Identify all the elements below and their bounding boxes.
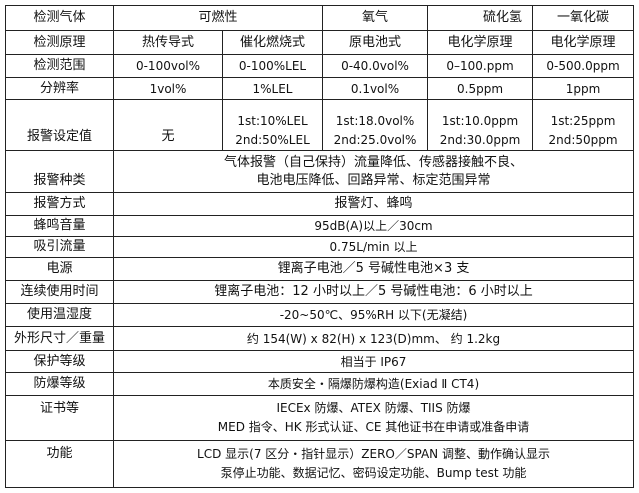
alarm-2nd: 2nd:50ppm bbox=[548, 133, 618, 147]
gas-co: 一氧化碳 bbox=[532, 5, 635, 31]
cell: 0-100%LEL bbox=[221, 54, 324, 78]
row-runtime: 连续使用时间 锂离子电池：12 小时以上／5 号碱性电池：6 小时以上 bbox=[5, 280, 635, 304]
row-label: 蜂鸣音量 bbox=[5, 215, 114, 237]
row-power: 电源 锂离子电池／5 号碱性电池×3 支 bbox=[5, 257, 635, 281]
gas-combustible: 可燃性 bbox=[112, 5, 324, 31]
cell: 相当于 IP67 bbox=[112, 350, 635, 373]
alarm-2nd: 2nd:30.0ppm bbox=[439, 133, 521, 147]
row-alarm-setting: 报警设定值 无 1st:10%LEL 2nd:50%LEL 1st:18.0vol… bbox=[5, 99, 635, 151]
cell: IECEx 防爆、ATEX 防爆、TIIS 防爆 MED 指令、HK 形式认证、C… bbox=[112, 395, 635, 441]
line: IECEx 防爆、ATEX 防爆、TIIS 防爆 bbox=[276, 401, 471, 415]
row-explosion: 防爆等级 本质安全・隔爆防爆构造(Exiad Ⅱ CT4) bbox=[5, 372, 635, 396]
row-label: 保护等级 bbox=[5, 350, 114, 373]
row-label: 分辨率 bbox=[5, 77, 114, 100]
row-label: 报警设定值 bbox=[5, 99, 114, 151]
cell: LCD 显示(7 区分・指针显示）ZERO／SPAN 调整、動作确认显示 泵停止功… bbox=[112, 440, 635, 488]
row-label: 连续使用时间 bbox=[5, 280, 114, 304]
row-flow: 吸引流量 0.75L/min 以上 bbox=[5, 236, 635, 258]
gas-h2s: 硫化氢 bbox=[427, 5, 534, 31]
row-label: 检测气体 bbox=[5, 5, 114, 31]
cell: 1st:10%LEL 2nd:50%LEL bbox=[221, 99, 324, 151]
cell: 锂离子电池：12 小时以上／5 号碱性电池：6 小时以上 bbox=[112, 280, 635, 304]
line: MED 指令、HK 形式认证、CE 其他证书在申请或准备申请 bbox=[217, 420, 530, 434]
line: 泵停止功能、数据记忆、密码设定功能、Bump test 功能 bbox=[220, 466, 527, 480]
row-label: 使用温湿度 bbox=[5, 303, 114, 327]
alarm-1st: 1st:25ppm bbox=[550, 114, 616, 128]
cell: 0-40.0vol% bbox=[322, 54, 429, 78]
spec-table: 检测气体 可燃性 氧气 硫化氢 一氧化碳 检测原理 热传导式 催化燃烧式 原电池… bbox=[5, 5, 635, 488]
row-gas: 检测气体 可燃性 氧气 硫化氢 一氧化碳 bbox=[5, 5, 635, 31]
cell: 0-100vol% bbox=[113, 54, 223, 78]
row-certs: 证书等 IECEx 防爆、ATEX 防爆、TIIS 防爆 MED 指令、HK 形式… bbox=[5, 395, 635, 441]
row-label: 证书等 bbox=[5, 395, 114, 441]
cell: 电化学原理 bbox=[532, 30, 635, 55]
gas-oxygen: 氧气 bbox=[322, 5, 429, 31]
cell: 0.75L/min 以上 bbox=[112, 236, 635, 258]
cell: 1st:25ppm 2nd:50ppm bbox=[532, 99, 635, 151]
row-label: 检测范围 bbox=[5, 54, 114, 78]
alarm-2nd: 2nd:25.0vol% bbox=[333, 133, 417, 147]
cell: 1%LEL bbox=[221, 77, 324, 100]
cell: 0.5ppm bbox=[427, 77, 534, 100]
row-protection: 保护等级 相当于 IP67 bbox=[5, 350, 635, 373]
line: 气体报警（自己保持）流量降低、传感器接触不良、 bbox=[224, 154, 524, 170]
line: LCD 显示(7 区分・指针显示）ZERO／SPAN 调整、動作确认显示 bbox=[197, 447, 550, 461]
cell: 1st:10.0ppm 2nd:30.0ppm bbox=[427, 99, 534, 151]
row-buzzer: 蜂鸣音量 95dB(A)以上／30cm bbox=[5, 215, 635, 237]
row-label: 外形尺寸／重量 bbox=[5, 326, 114, 351]
cell: 锂离子电池／5 号碱性电池×3 支 bbox=[112, 257, 635, 281]
row-functions: 功能 LCD 显示(7 区分・指针显示）ZERO／SPAN 调整、動作确认显示泵… bbox=[5, 440, 635, 488]
row-label: 报警方式 bbox=[5, 192, 114, 216]
line: 电池电压降低、回路异常、标定范围异常 bbox=[256, 172, 491, 188]
row-label: 防爆等级 bbox=[5, 372, 114, 396]
row-range: 检测范围 0-100vol% 0-100%LEL 0-40.0vol% 0–10… bbox=[5, 54, 635, 78]
cell: 报警灯、蜂鸣 bbox=[112, 192, 635, 216]
row-resolution: 分辨率 1vol% 1%LEL 0.1vol% 0.5ppm 1ppm bbox=[5, 77, 635, 100]
row-principle: 检测原理 热传导式 催化燃烧式 原电池式 电化学原理 电化学原理 bbox=[5, 30, 635, 55]
cell: 原电池式 bbox=[322, 30, 429, 55]
cell: 约 154(W) x 82(H) x 123(D)mm、 约 1.2kg bbox=[112, 326, 635, 351]
cell: 95dB(A)以上／30cm bbox=[112, 215, 635, 237]
row-label: 电源 bbox=[5, 257, 114, 281]
cell: 0.1vol% bbox=[322, 77, 429, 100]
alarm-1st: 1st:10%LEL bbox=[237, 114, 308, 128]
cell: 热传导式 bbox=[113, 30, 223, 55]
row-label: 功能 bbox=[5, 440, 114, 488]
row-label: 报警种类 bbox=[5, 150, 114, 193]
cell: 催化燃烧式 bbox=[221, 30, 324, 55]
alarm-1st: 1st:18.0vol% bbox=[335, 114, 415, 128]
row-alarm-type: 报警种类 气体报警（自己保持）流量降低、传感器接触不良、 电池电压降低、回路异常、… bbox=[5, 150, 635, 193]
cell: 气体报警（自己保持）流量降低、传感器接触不良、 电池电压降低、回路异常、标定范围异… bbox=[112, 150, 635, 193]
cell: -20~50℃、95%RH 以下(无凝结) bbox=[112, 303, 635, 327]
cell: 0–100.ppm bbox=[427, 54, 534, 78]
row-size: 外形尺寸／重量约 154(W) x 82(H) x 123(D)mm、 约 1.… bbox=[5, 326, 635, 351]
cell: 1vol% bbox=[113, 77, 223, 100]
row-temp: 使用温湿度 -20~50℃、95%RH 以下(无凝结) bbox=[5, 303, 635, 327]
cell: 1ppm bbox=[532, 77, 635, 100]
alarm-1st: 1st:10.0ppm bbox=[441, 114, 519, 128]
cell: 无 bbox=[113, 99, 223, 151]
cell: 0-500.0ppm bbox=[532, 54, 635, 78]
row-alarm-method: 报警方式 报警灯、蜂鸣 bbox=[5, 192, 635, 216]
row-label: 检测原理 bbox=[5, 30, 114, 55]
row-label: 吸引流量 bbox=[5, 236, 114, 258]
alarm-2nd: 2nd:50%LEL bbox=[235, 133, 310, 147]
cell: 本质安全・隔爆防爆构造(Exiad Ⅱ CT4) bbox=[112, 372, 635, 396]
cell: 1st:18.0vol% 2nd:25.0vol% bbox=[322, 99, 429, 151]
cell: 电化学原理 bbox=[427, 30, 534, 55]
